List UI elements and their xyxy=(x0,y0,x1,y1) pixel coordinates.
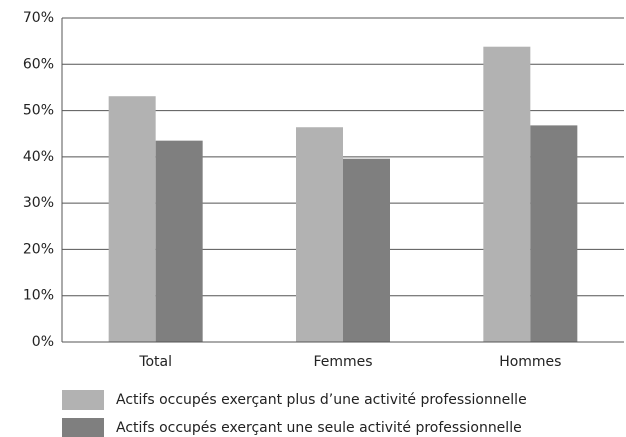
y-tick-label: 60% xyxy=(23,56,54,72)
bar xyxy=(530,125,578,342)
y-tick-label: 70% xyxy=(23,10,54,26)
x-tick-label: Total xyxy=(138,354,172,370)
bar xyxy=(483,46,531,342)
x-tick-label: Femmes xyxy=(313,354,372,370)
y-tick-label: 30% xyxy=(23,195,54,211)
y-tick-label: 50% xyxy=(23,103,54,119)
y-tick-label: 0% xyxy=(32,334,54,350)
legend-swatch xyxy=(62,390,104,410)
legend-label: Actifs occupés exerçant plus d’une activ… xyxy=(116,392,527,408)
y-tick-label: 40% xyxy=(23,149,54,165)
y-tick-label: 10% xyxy=(23,288,54,304)
x-tick-label: Hommes xyxy=(499,354,561,370)
y-tick-label: 20% xyxy=(23,241,54,257)
legend-label: Actifs occupés exerçant une seule activi… xyxy=(116,420,522,436)
bar xyxy=(343,158,390,342)
bar xyxy=(155,140,203,342)
legend-swatch xyxy=(62,418,104,437)
bar xyxy=(296,127,343,342)
bar xyxy=(108,96,156,342)
